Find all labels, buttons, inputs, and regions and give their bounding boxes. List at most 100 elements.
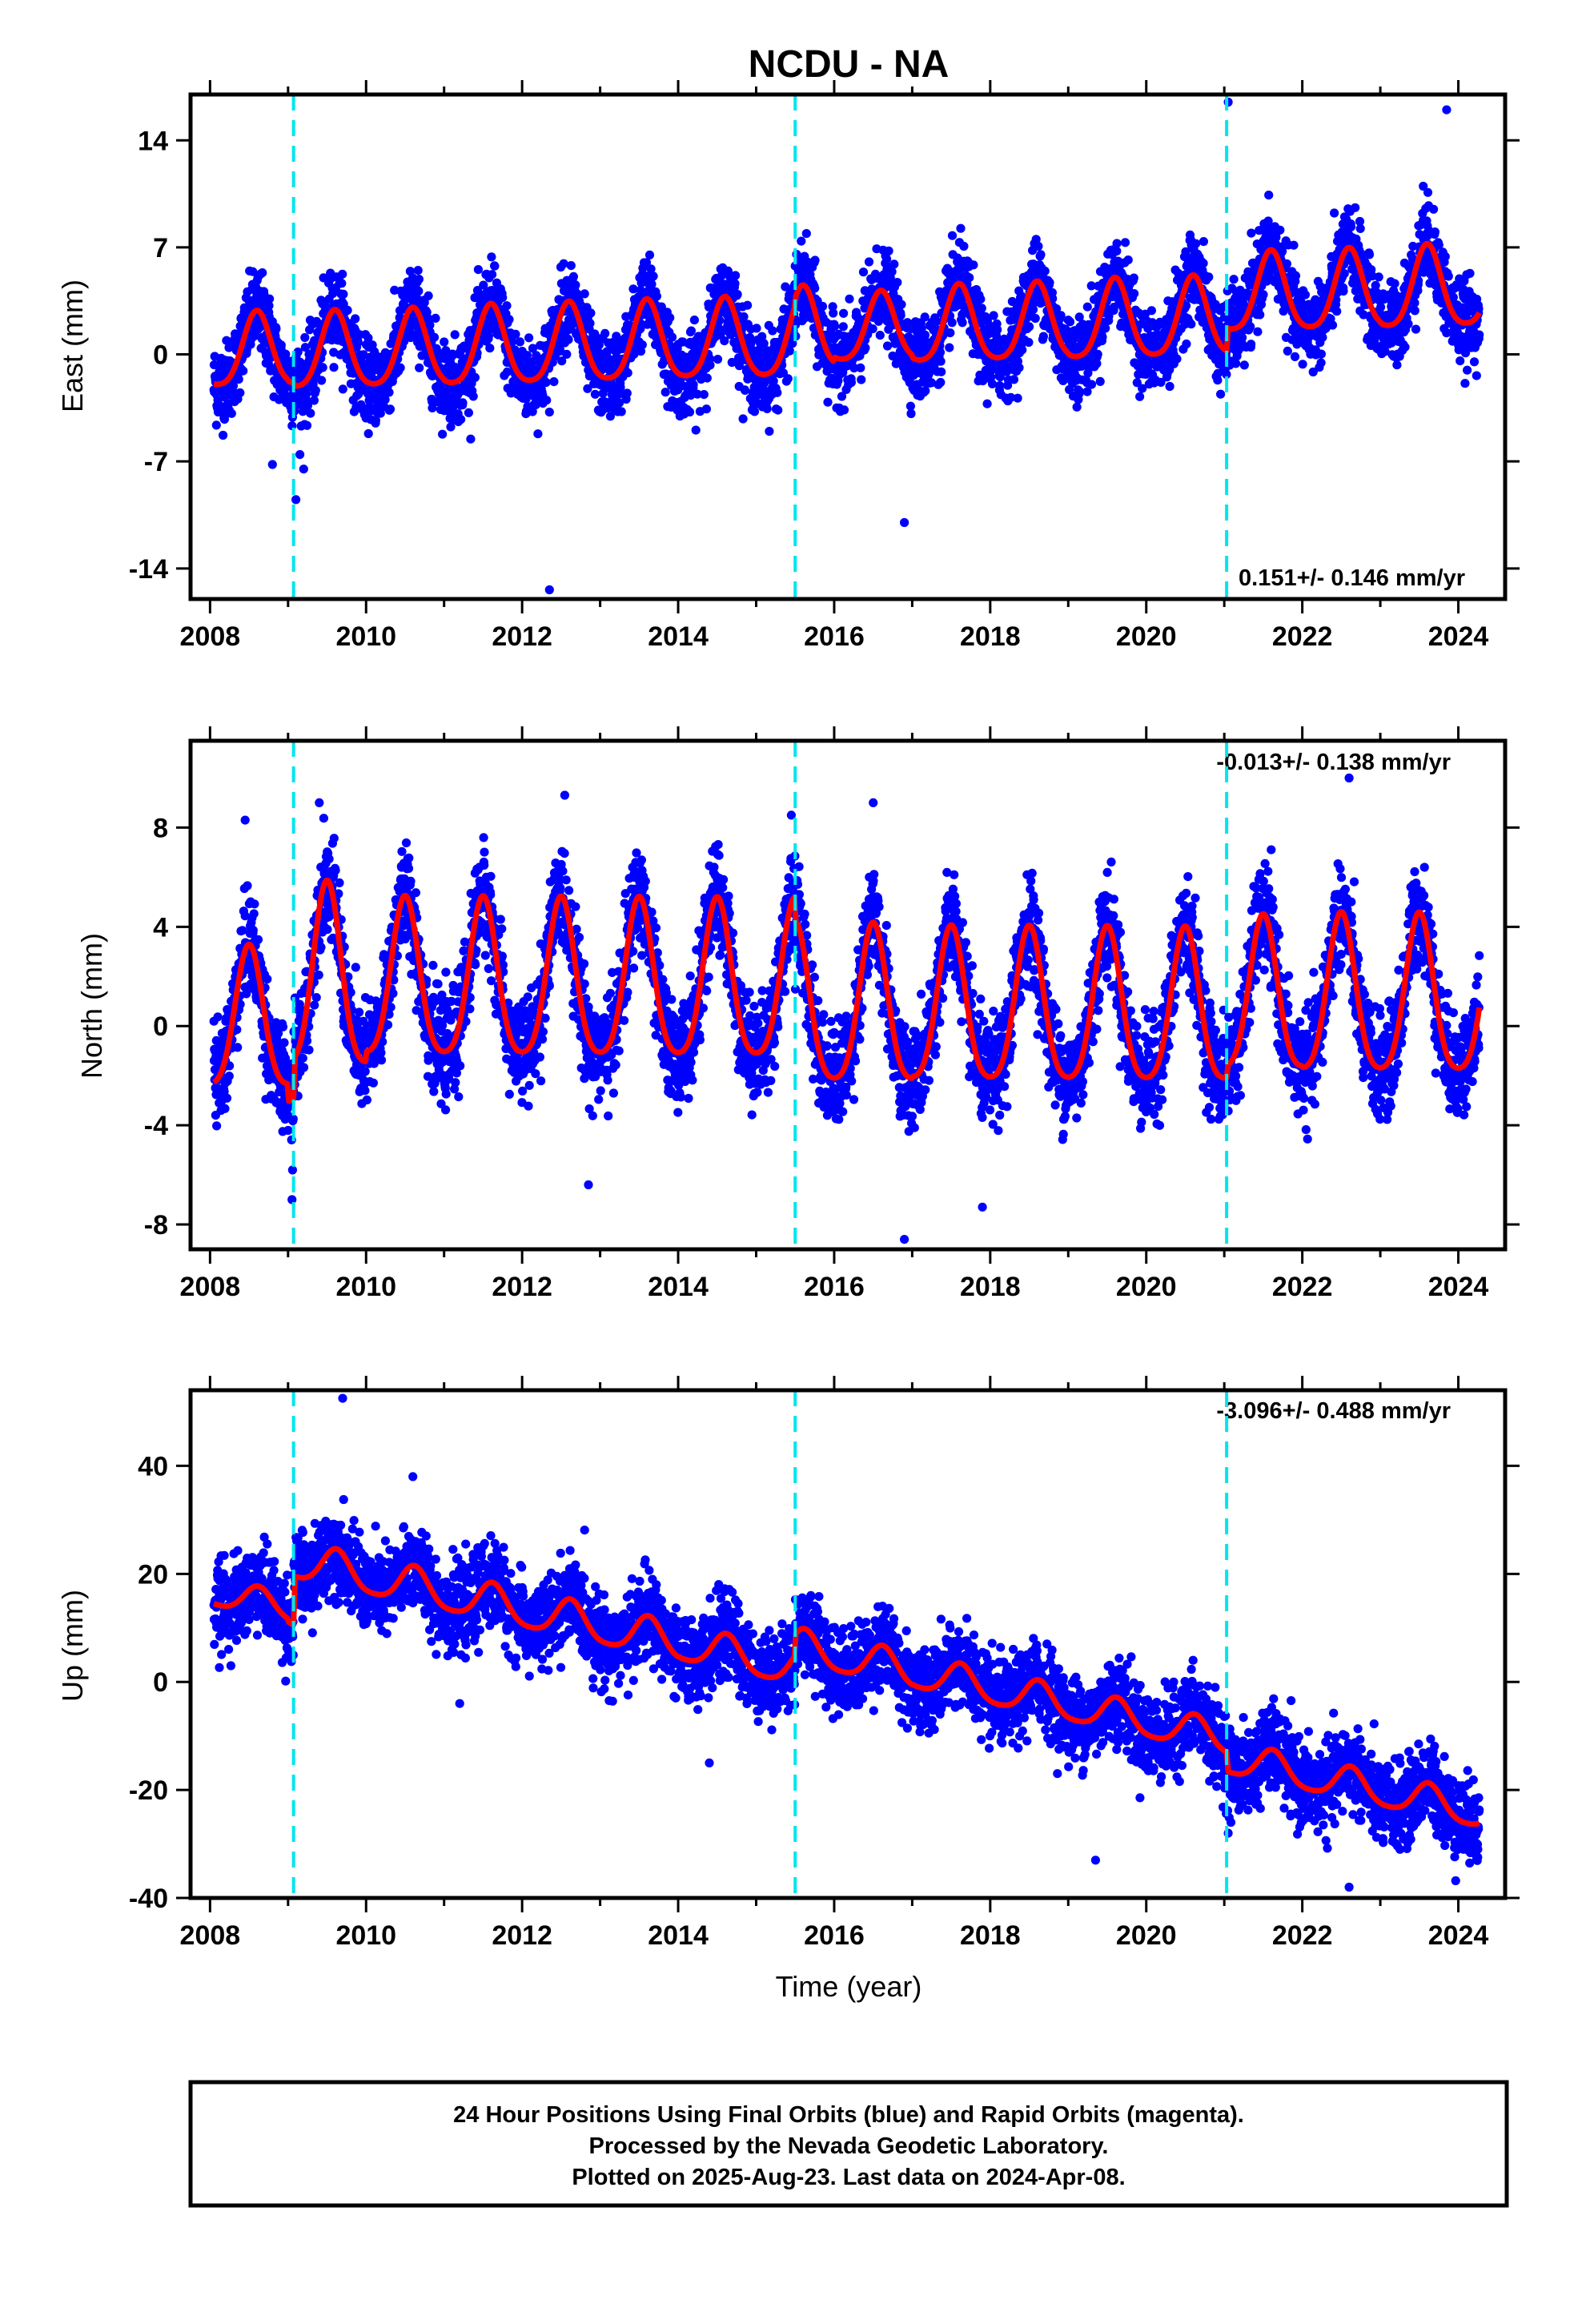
east-data-point	[385, 404, 396, 414]
east-data-point	[211, 420, 221, 430]
east-data-point	[473, 265, 484, 275]
east-data-point	[945, 343, 954, 352]
east-data-point	[935, 348, 946, 357]
east-data-point	[889, 259, 899, 269]
east-data-point	[265, 294, 275, 304]
east-data-point	[428, 403, 437, 412]
east-data-point	[699, 390, 709, 400]
east-data-point	[856, 363, 865, 372]
east-data-point	[705, 354, 715, 364]
east-data-point	[958, 318, 967, 328]
east-data-point	[946, 328, 955, 338]
east-data-point	[637, 340, 647, 350]
east-data-point	[1034, 241, 1043, 251]
east-data-point	[1355, 223, 1365, 233]
east-data-point	[600, 328, 610, 338]
east-data-point	[281, 349, 291, 359]
east-data-point	[810, 283, 820, 293]
east-data-point	[564, 335, 573, 344]
east-data-point	[1065, 317, 1075, 327]
east-data-point	[644, 250, 655, 259]
east-data-point	[705, 360, 715, 370]
east-data-point	[768, 326, 777, 336]
east-data-point	[458, 398, 468, 408]
east-data-point	[648, 271, 658, 281]
east-data-point	[1013, 393, 1022, 403]
east-data-point	[838, 322, 848, 332]
east-data-point	[339, 289, 348, 299]
east-data-point	[689, 316, 700, 325]
east-data-point	[839, 405, 849, 415]
east-data-point	[1275, 225, 1285, 235]
east-data-point	[264, 301, 274, 311]
east-data-point	[1259, 290, 1268, 300]
east-data-point	[367, 340, 377, 350]
east-data-point	[1095, 376, 1105, 386]
east-data-point	[1204, 272, 1214, 282]
east-data-point	[1199, 259, 1208, 268]
east-data-point	[1229, 275, 1239, 284]
east-data-point	[757, 332, 767, 341]
east-data-point	[571, 280, 580, 290]
east-data-point	[665, 313, 675, 323]
east-data-point	[580, 289, 589, 299]
east-data-point	[875, 331, 885, 340]
east-data-point	[431, 313, 440, 323]
east-data-point	[906, 408, 916, 419]
east-data-point	[528, 344, 538, 353]
east-data-point	[868, 324, 877, 334]
east-data-point	[864, 257, 874, 267]
east-data-point	[652, 292, 662, 301]
east-data-point	[487, 252, 496, 262]
figure-title: NCDU - NA	[749, 43, 950, 86]
east-data-point	[628, 284, 638, 294]
east-data-point	[438, 429, 448, 439]
east-data-point	[1283, 346, 1292, 356]
east-data-point	[1289, 240, 1299, 250]
east-data-point	[1327, 320, 1338, 330]
east-data-point	[801, 229, 811, 239]
east-data-point	[947, 231, 958, 240]
east-data-point	[524, 333, 534, 343]
east-data-point	[1045, 278, 1054, 287]
east-data-point	[504, 315, 514, 324]
east-data-point	[351, 314, 360, 324]
east-data-point	[1009, 375, 1019, 384]
east-data-point	[823, 397, 833, 407]
east-data-point	[479, 280, 488, 290]
east-data-point	[295, 450, 305, 460]
east-data-point	[1014, 363, 1024, 372]
east-y-axis-label: East (mm)	[56, 279, 89, 412]
east-data-point	[1186, 320, 1196, 329]
east-data-point	[420, 298, 429, 308]
east-data-point	[702, 373, 712, 383]
east-data-point	[830, 321, 840, 331]
east-data-point	[293, 347, 303, 357]
east-data-point	[598, 388, 608, 398]
east-data-point	[248, 267, 258, 276]
east-data-point	[318, 363, 327, 372]
east-data-point	[1130, 289, 1139, 299]
east-data-point	[303, 400, 312, 411]
east-data-point	[689, 380, 698, 389]
east-data-point	[450, 330, 460, 340]
east-data-point	[1056, 311, 1066, 320]
east-data-point	[1374, 272, 1383, 282]
east-data-point	[731, 271, 741, 280]
east-data-point	[300, 332, 310, 343]
east-data-point	[1291, 271, 1301, 280]
east-data-point	[769, 376, 778, 386]
east-data-point	[720, 336, 729, 346]
east-data-point	[749, 382, 759, 392]
east-data-point	[1376, 302, 1386, 312]
east-data-point	[1339, 269, 1349, 279]
east-data-point	[956, 223, 966, 233]
east-data-point	[1191, 239, 1201, 248]
east-data-point	[1238, 332, 1247, 343]
east-data-point	[752, 324, 761, 333]
east-data-point	[1410, 298, 1419, 308]
east-data-point	[470, 372, 480, 382]
east-data-point	[1165, 381, 1174, 392]
east-data-point	[414, 275, 424, 284]
